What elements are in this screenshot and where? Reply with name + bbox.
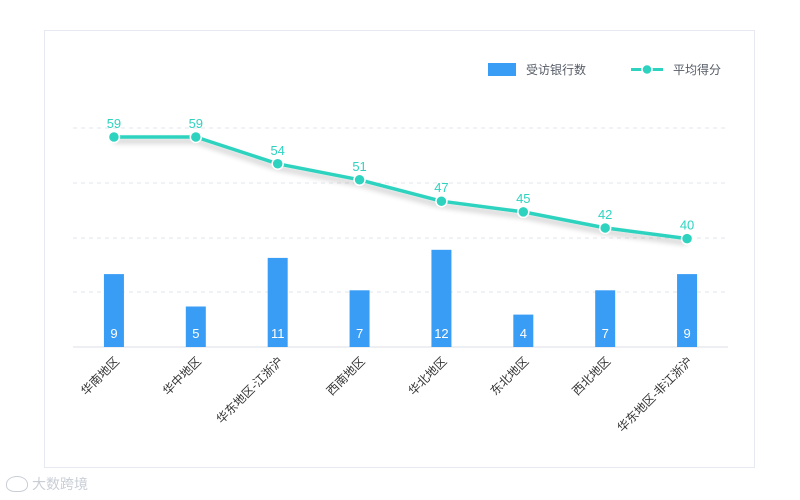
grid-lines <box>73 127 728 348</box>
score-point-0 <box>107 130 121 144</box>
score-value-label-4: 47 <box>434 180 448 195</box>
score-point-5 <box>517 205 530 219</box>
score-value-label-1: 59 <box>189 116 203 131</box>
score-value-label-6: 42 <box>598 207 612 222</box>
bar-3 <box>349 290 370 347</box>
bar-2 <box>267 257 288 347</box>
x-tick-label-6: 西北地区 <box>569 354 613 398</box>
bar-value-label-7: 9 <box>683 326 690 341</box>
watermark-logo-icon <box>6 476 28 492</box>
score-line-path <box>113 135 688 241</box>
score-value-label-5: 45 <box>516 191 530 206</box>
x-tick-label-0: 华南地区 <box>78 354 123 399</box>
chart-card: 9 5 11 7 12 4 7 9 59 59 54 51 47 45 42 40 华南地区 华中地区 华东地区… <box>44 30 755 468</box>
bar-value-label-0: 9 <box>110 326 117 341</box>
bar-value-label-3: 7 <box>356 326 363 341</box>
bar-value-label-5: 4 <box>520 326 527 341</box>
x-tick-label-3: 西南地区 <box>323 354 368 399</box>
bar-value-label-6: 7 <box>602 326 609 341</box>
bar-7 <box>677 274 698 347</box>
score-value-label-2: 54 <box>270 143 284 158</box>
bar-value-label-4: 12 <box>434 326 448 341</box>
watermark: 大数跨境 <box>6 474 88 494</box>
score-value-label-0: 59 <box>107 116 121 131</box>
x-tick-label-4: 华北地区 <box>406 354 450 398</box>
bar-5 <box>513 314 534 347</box>
x-tick-label-5: 东北地区 <box>488 354 532 398</box>
score-point-3 <box>353 173 366 187</box>
bars: 9 5 11 7 12 4 7 9 <box>103 249 698 347</box>
legend-line-marker <box>641 63 653 76</box>
score-value-label-3: 51 <box>352 159 366 174</box>
score-point-4 <box>435 194 448 208</box>
legend-bar-label: 受访银行数 <box>526 62 586 77</box>
x-tick-label-7: 华东地区-非江浙沪 <box>615 354 696 435</box>
x-tick-label-2: 华东地区-江浙沪 <box>214 354 286 426</box>
bar-value-label-1: 5 <box>192 326 199 341</box>
bar-1 <box>185 306 206 347</box>
score-point-2 <box>271 157 284 170</box>
score-point-7 <box>680 232 694 245</box>
bar-0 <box>103 274 124 347</box>
score-line: 59 59 54 51 47 45 42 40 <box>107 116 694 245</box>
legend: 受访银行数 平均得分 <box>488 62 721 77</box>
bar-4 <box>431 249 452 347</box>
x-tick-label-1: 华中地区 <box>159 354 204 399</box>
bar-6 <box>595 290 616 347</box>
legend-line-label: 平均得分 <box>673 62 721 77</box>
score-point-6 <box>598 221 612 235</box>
watermark-text: 大数跨境 <box>32 476 88 492</box>
x-axis-tick-labels: 华南地区 华中地区 华东地区-江浙沪 西南地区 华北地区 东北地区 西北地区 华东地区-非江浙… <box>78 354 696 435</box>
score-value-label-7: 40 <box>680 218 694 233</box>
legend-bar-swatch <box>488 63 516 76</box>
score-point-1 <box>189 130 203 144</box>
bar-value-label-2: 11 <box>271 326 285 341</box>
